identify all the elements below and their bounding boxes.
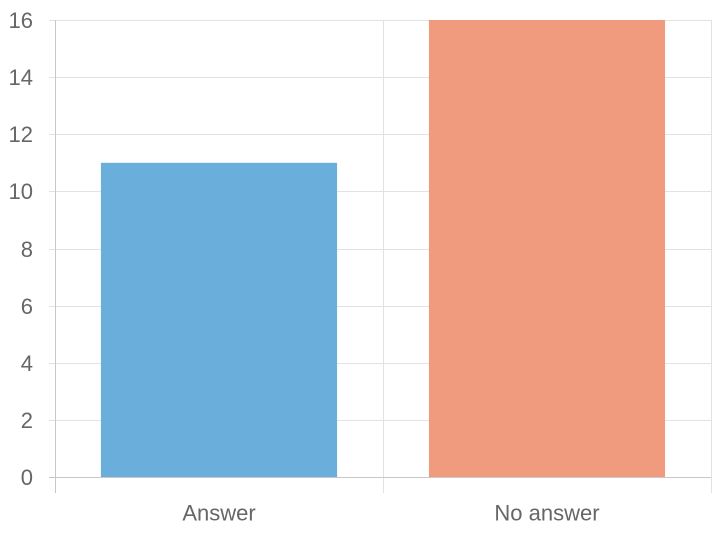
y-tick-label: 4 bbox=[21, 351, 33, 376]
x-tick-label: Answer bbox=[182, 501, 255, 526]
bar-no-answer[interactable] bbox=[429, 20, 665, 477]
bar-answer[interactable] bbox=[101, 163, 337, 477]
y-tick-label: 14 bbox=[9, 65, 33, 90]
y-tick-label: 2 bbox=[21, 408, 33, 433]
y-tick-label: 8 bbox=[21, 237, 33, 262]
y-tick-label: 10 bbox=[9, 179, 33, 204]
y-tick-label: 6 bbox=[21, 294, 33, 319]
x-tick-label: No answer bbox=[494, 501, 599, 526]
y-tick-label: 16 bbox=[9, 8, 33, 33]
y-tick-label: 0 bbox=[21, 465, 33, 490]
y-tick-label: 12 bbox=[9, 122, 33, 147]
